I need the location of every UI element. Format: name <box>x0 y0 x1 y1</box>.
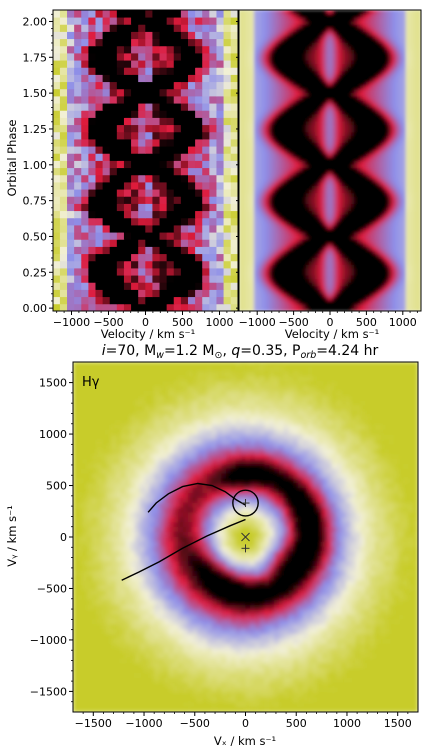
doppler-x-label: Vₓ / km s⁻¹ <box>214 734 276 748</box>
observed-y-tick-label: 1.50 <box>23 87 48 100</box>
model-x-tick-label: 500 <box>356 316 377 329</box>
doppler-x-tick-label: −1500 <box>75 717 112 730</box>
observed-y-tick-label: 0.75 <box>23 195 48 208</box>
model-x-label: Velocity / km s⁻¹ <box>285 327 380 341</box>
doppler-y-label: Vᵧ / km s⁻¹ <box>5 505 19 567</box>
doppler-x-tick-label: 500 <box>286 717 307 730</box>
model-trail-panel: −1000 −500 0 500 1000 Velocity / km s⁻¹ <box>236 9 422 341</box>
doppler-x-tick-label: 1000 <box>333 717 361 730</box>
doppler-y-tick-label: −500 <box>37 582 67 595</box>
observed-x-tick-label: 1000 <box>206 316 234 329</box>
figure-suptitle: i=70, Mw=1.2 M⊙, q=0.35, Porb=4.24 hr <box>102 343 379 361</box>
centre-of-mass-marker <box>241 532 250 542</box>
doppler-y-tick-label: 500 <box>46 480 67 493</box>
observed-y-tick-label: 0.50 <box>23 230 48 243</box>
observed-y-tick-label: 1.75 <box>23 51 48 64</box>
doppler-x-tick-label: 1500 <box>384 717 412 730</box>
observed-y-tick-label: 0.25 <box>23 266 48 279</box>
doppler-y-tick-label: 1000 <box>39 428 67 441</box>
observed-x-tick-label: 500 <box>172 316 193 329</box>
white-dwarf-marker <box>241 544 250 553</box>
model-x-tick-label: 1000 <box>389 316 417 329</box>
observed-x-tick-label: 0 <box>142 316 149 329</box>
model-x-tick-label: −500 <box>278 316 308 329</box>
observed-x-tick-label: −500 <box>93 316 123 329</box>
observed-y-tick-label: 1.25 <box>23 123 48 136</box>
ballistic-stream-path <box>147 482 246 513</box>
keplerian-stream-path <box>121 518 246 581</box>
doppler-y-tick-label: 1500 <box>39 377 67 390</box>
roche-lobe-circle <box>232 489 259 517</box>
observed-x-tick-label: −1000 <box>53 316 90 329</box>
observed-y-tick-label: 1.00 <box>23 159 48 172</box>
observed-x-label: Velocity / km s⁻¹ <box>101 327 196 341</box>
doppler-x-tick-label: −1000 <box>125 717 162 730</box>
doppler-y-tick-label: 0 <box>60 531 67 544</box>
doppler-y-tick-label: −1000 <box>30 634 67 647</box>
doppler-x-tick-label: −500 <box>180 717 210 730</box>
doppler-x-tick-label: 0 <box>242 717 249 730</box>
observed-y-tick-label: 0.00 <box>23 302 48 315</box>
observed-y-label: Orbital Phase <box>5 119 19 196</box>
observed-y-tick-label: 2.00 <box>23 15 48 28</box>
model-x-tick-label: −1000 <box>239 316 276 329</box>
line-annotation: Hγ <box>82 375 100 390</box>
doppler-map-panel: −1500 −1000 −500 0 500 1000 1500 1500 1000 500 0 −5… <box>5 361 419 748</box>
model-x-tick-label: 0 <box>327 316 334 329</box>
doppler-y-tick-label: −1500 <box>30 685 67 698</box>
secondary-star-marker <box>241 499 250 508</box>
observed-trail-panel: −1000 −500 0 500 1000 0.00 0.25 0.50 0.75 1.00 1.2… <box>5 9 239 341</box>
